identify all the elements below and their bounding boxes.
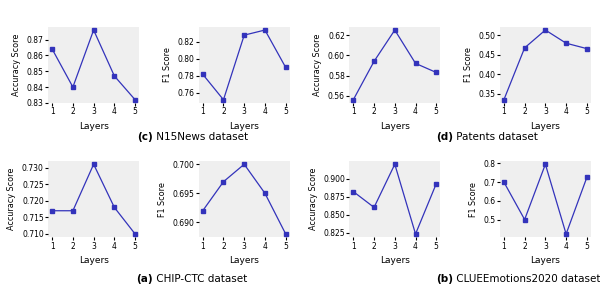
Text: (b): (b) bbox=[436, 274, 453, 284]
X-axis label: Layers: Layers bbox=[79, 256, 109, 265]
X-axis label: Layers: Layers bbox=[229, 256, 259, 265]
Text: (a): (a) bbox=[136, 274, 153, 284]
Y-axis label: Accuracy Score: Accuracy Score bbox=[308, 168, 317, 230]
Y-axis label: Accuracy Score: Accuracy Score bbox=[13, 34, 22, 96]
Y-axis label: F1 Score: F1 Score bbox=[469, 182, 478, 217]
Text: CHIP-CTC dataset: CHIP-CTC dataset bbox=[153, 274, 247, 284]
Text: N15News dataset: N15News dataset bbox=[153, 132, 248, 142]
X-axis label: Layers: Layers bbox=[229, 122, 259, 131]
Y-axis label: F1 Score: F1 Score bbox=[158, 182, 167, 217]
Y-axis label: Accuracy Score: Accuracy Score bbox=[313, 34, 322, 96]
X-axis label: Layers: Layers bbox=[530, 256, 560, 265]
Text: (c): (c) bbox=[137, 132, 153, 142]
X-axis label: Layers: Layers bbox=[380, 256, 410, 265]
Text: CLUEEmotions2020 dataset: CLUEEmotions2020 dataset bbox=[453, 274, 600, 284]
X-axis label: Layers: Layers bbox=[79, 122, 109, 131]
X-axis label: Layers: Layers bbox=[530, 122, 560, 131]
Text: (d): (d) bbox=[436, 132, 453, 142]
Text: Patents dataset: Patents dataset bbox=[453, 132, 538, 142]
X-axis label: Layers: Layers bbox=[380, 122, 410, 131]
Y-axis label: F1 Score: F1 Score bbox=[464, 47, 473, 82]
Y-axis label: Accuracy Score: Accuracy Score bbox=[7, 168, 16, 230]
Y-axis label: F1 Score: F1 Score bbox=[163, 47, 172, 82]
